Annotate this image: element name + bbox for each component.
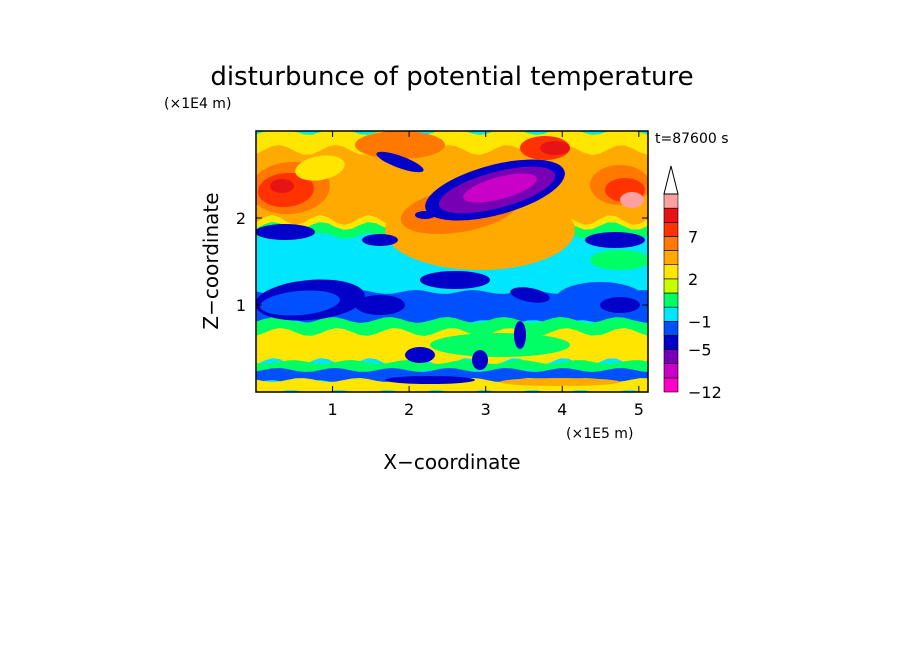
colorbar-segment xyxy=(663,349,679,365)
colorbar-tick-label: −5 xyxy=(688,341,712,360)
field-blob xyxy=(463,173,537,203)
colorbar-segment xyxy=(663,335,679,350)
field-blob xyxy=(385,376,475,384)
colorbar-extend-arrow xyxy=(663,165,679,195)
field-blob xyxy=(590,250,648,270)
plot-frame xyxy=(255,130,649,393)
colorbar-segment xyxy=(663,320,679,336)
colorbar-tick-label: 7 xyxy=(688,227,698,246)
colorbar-segment xyxy=(663,221,679,237)
field-blob xyxy=(256,224,315,240)
field-blob xyxy=(510,287,550,303)
colorbar-segment xyxy=(663,193,679,209)
colorbar-tick-label: −1 xyxy=(688,312,712,331)
field-blob xyxy=(260,290,340,316)
field-blob xyxy=(415,211,435,219)
x-scale-label: (×1E5 m) xyxy=(566,426,633,442)
x-tick-label: 3 xyxy=(481,400,491,419)
x-axis: 1 2 3 4 5 xyxy=(327,131,644,419)
field-blob xyxy=(620,192,644,208)
field-blob xyxy=(575,335,625,355)
colorbar: −12−5−127 xyxy=(663,165,722,402)
x-tick-label: 5 xyxy=(634,400,644,419)
x-tick-label: 1 xyxy=(327,400,337,419)
field-blob xyxy=(362,234,398,246)
field-blob xyxy=(376,151,424,173)
time-label: t=87600 s xyxy=(655,131,729,147)
colorbar-segment xyxy=(663,306,679,322)
field-blob xyxy=(472,350,488,370)
field-blob xyxy=(355,131,445,159)
colorbar-segment xyxy=(663,363,679,379)
field-blob xyxy=(514,321,526,349)
colorbar-segment xyxy=(663,264,679,280)
y-scale-label: (×1E4 m) xyxy=(164,96,231,112)
y-axis: 12 xyxy=(236,209,648,315)
colorbar-segment xyxy=(663,250,679,266)
field-blob xyxy=(270,179,294,193)
field-blob xyxy=(420,271,490,289)
x-tick-label: 2 xyxy=(404,400,414,419)
colorbar-segment xyxy=(663,207,679,223)
field-blob xyxy=(500,378,620,386)
x-axis-label: X−coordinate xyxy=(383,450,520,474)
heatmap-field xyxy=(256,131,648,392)
field-blob xyxy=(256,240,345,256)
colorbar-tick-label: −12 xyxy=(688,383,722,402)
x-tick-label: 4 xyxy=(557,400,567,419)
field-blob xyxy=(405,347,435,363)
field-blob xyxy=(585,232,645,248)
y-axis-label: Z−coordinate xyxy=(199,192,223,329)
field-blob xyxy=(430,333,570,357)
colorbar-segment xyxy=(663,292,679,308)
colorbar-segment xyxy=(663,278,679,294)
colorbar-segment xyxy=(663,377,679,393)
colorbar-tick-label: 2 xyxy=(688,270,698,289)
field-blob xyxy=(295,155,345,181)
chart-title: disturbunce of potential temperature xyxy=(210,62,693,92)
field-blob xyxy=(600,297,640,313)
y-tick-label: 1 xyxy=(236,296,246,315)
field-blob xyxy=(540,141,570,155)
colorbar-segment xyxy=(663,236,679,251)
field-blob xyxy=(355,295,405,315)
y-tick-label: 2 xyxy=(236,209,246,228)
